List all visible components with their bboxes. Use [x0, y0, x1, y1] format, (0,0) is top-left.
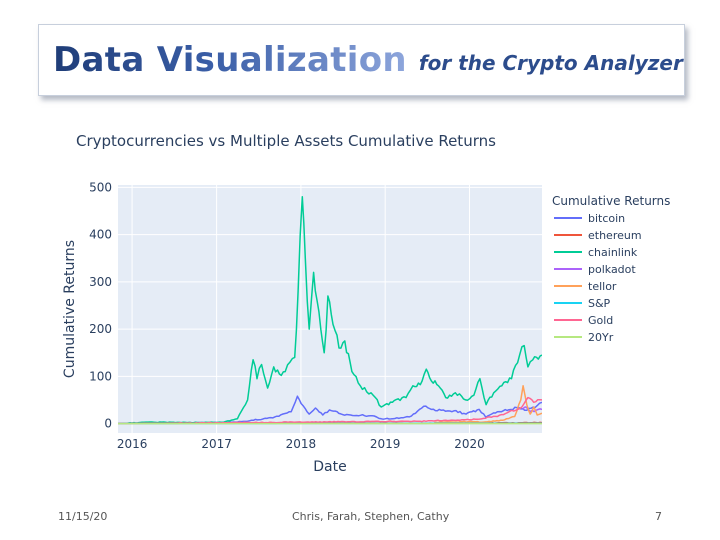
y-tick-label: 0: [104, 417, 112, 431]
footer-authors: Chris, Farah, Stephen, Cathy: [292, 510, 450, 523]
y-tick-label: 500: [89, 180, 112, 194]
footer-date: 11/15/20: [58, 510, 108, 523]
chart-title: Cryptocurrencies vs Multiple Assets Cumu…: [76, 132, 496, 150]
legend-title: Cumulative Returns: [552, 194, 670, 208]
y-tick-label: 300: [89, 275, 112, 289]
x-tick-label: 2019: [370, 437, 401, 451]
legend-label-20yr: 20Yr: [588, 331, 614, 344]
slide-title: Data Visualization: [53, 40, 407, 80]
x-tick-label: 2020: [454, 437, 485, 451]
page-number: 7: [655, 510, 662, 523]
y-tick-label: 100: [89, 369, 112, 383]
legend-label-chainlink: chainlink: [588, 246, 638, 259]
legend-label-gold: Gold: [588, 314, 613, 327]
legend-label-bitcoin: bitcoin: [588, 212, 625, 225]
y-tick-label: 200: [89, 322, 112, 336]
series-line-tellor: [434, 385, 542, 424]
slide-subtitle: for the Crypto Analyzer: [418, 51, 683, 75]
legend-label-s-p: S&P: [588, 297, 611, 310]
x-axis-label: Date: [313, 459, 346, 475]
legend-label-tellor: tellor: [588, 280, 617, 293]
legend-label-ethereum: ethereum: [588, 229, 642, 242]
slide-title-box: Data Visualization for the Crypto Analyz…: [38, 24, 685, 96]
y-axis-label: Cumulative Returns: [62, 240, 78, 378]
y-tick-label: 400: [89, 228, 112, 242]
x-tick-label: 2018: [286, 437, 317, 451]
line-chart: 0 100 200 300 400 500 2016 2017 2018 2019 2020 Date…: [62, 180, 670, 475]
legend-label-polkadot: polkadot: [588, 263, 636, 276]
x-tick-label: 2017: [201, 437, 232, 451]
x-tick-label: 2016: [117, 437, 148, 451]
